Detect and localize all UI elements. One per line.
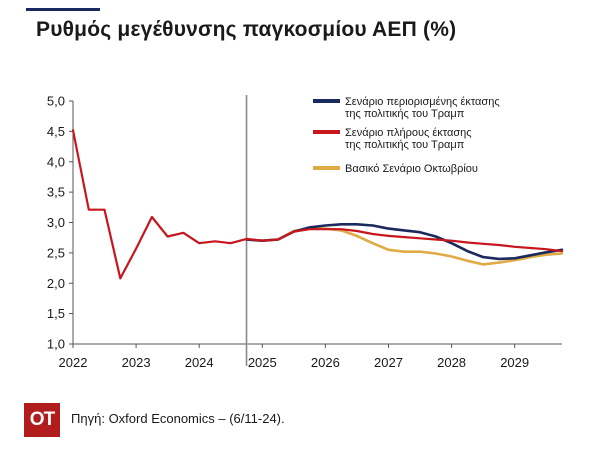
ot-logo: ΟΤ bbox=[24, 403, 60, 437]
x-tick-label: 2028 bbox=[437, 355, 466, 370]
y-tick-label: 1,0 bbox=[47, 337, 65, 352]
top-accent-rule bbox=[26, 8, 100, 11]
x-tick-label: 2024 bbox=[185, 355, 214, 370]
x-tick-label: 2029 bbox=[500, 355, 529, 370]
y-tick-label: 3,0 bbox=[47, 215, 65, 230]
y-tick-label: 3,5 bbox=[47, 185, 65, 200]
x-tick-label: 2025 bbox=[248, 355, 277, 370]
x-tick-label: 2027 bbox=[374, 355, 403, 370]
y-tick-label: 4,0 bbox=[47, 154, 65, 169]
y-tick-label: 1,5 bbox=[47, 306, 65, 321]
legend-full-scenario-label: Σενάριο πλήρους έκτασης bbox=[345, 127, 472, 139]
legend-limited-scenario-label: της πολιτικής του Τραμπ bbox=[345, 108, 465, 120]
x-tick-label: 2026 bbox=[311, 355, 340, 370]
legend-baseline-october-label: Βασικό Σενάριο Οκτωβρίου bbox=[345, 163, 478, 175]
x-tick-label: 2022 bbox=[59, 355, 88, 370]
source-note: Πηγή: Oxford Economics – (6/11-24). bbox=[71, 411, 285, 426]
gdp-growth-chart: 1,0 1,5 2,0 2,5 3,0 3,5 4,0 4,5 5,0 2022 2023 2024 2… bbox=[47, 94, 564, 370]
legend-limited-scenario-label: Σενάριο περιορισμένης έκτασης bbox=[345, 96, 500, 108]
y-tick-label: 4,5 bbox=[47, 124, 65, 139]
y-tick-label: 5,0 bbox=[47, 94, 65, 109]
chart-title: Ρυθμός μεγέθυνσης παγκοσμίου ΑΕΠ (%) bbox=[36, 18, 457, 41]
limited-scenario-line bbox=[245, 223, 564, 261]
y-tick-label: 2,5 bbox=[47, 245, 65, 260]
x-tick-label: 2023 bbox=[122, 355, 151, 370]
legend-full-scenario-label: της πολιτικής του Τραμπ bbox=[345, 139, 465, 151]
full-scenario-line bbox=[71, 129, 564, 280]
y-tick-label: 2,0 bbox=[47, 276, 65, 291]
